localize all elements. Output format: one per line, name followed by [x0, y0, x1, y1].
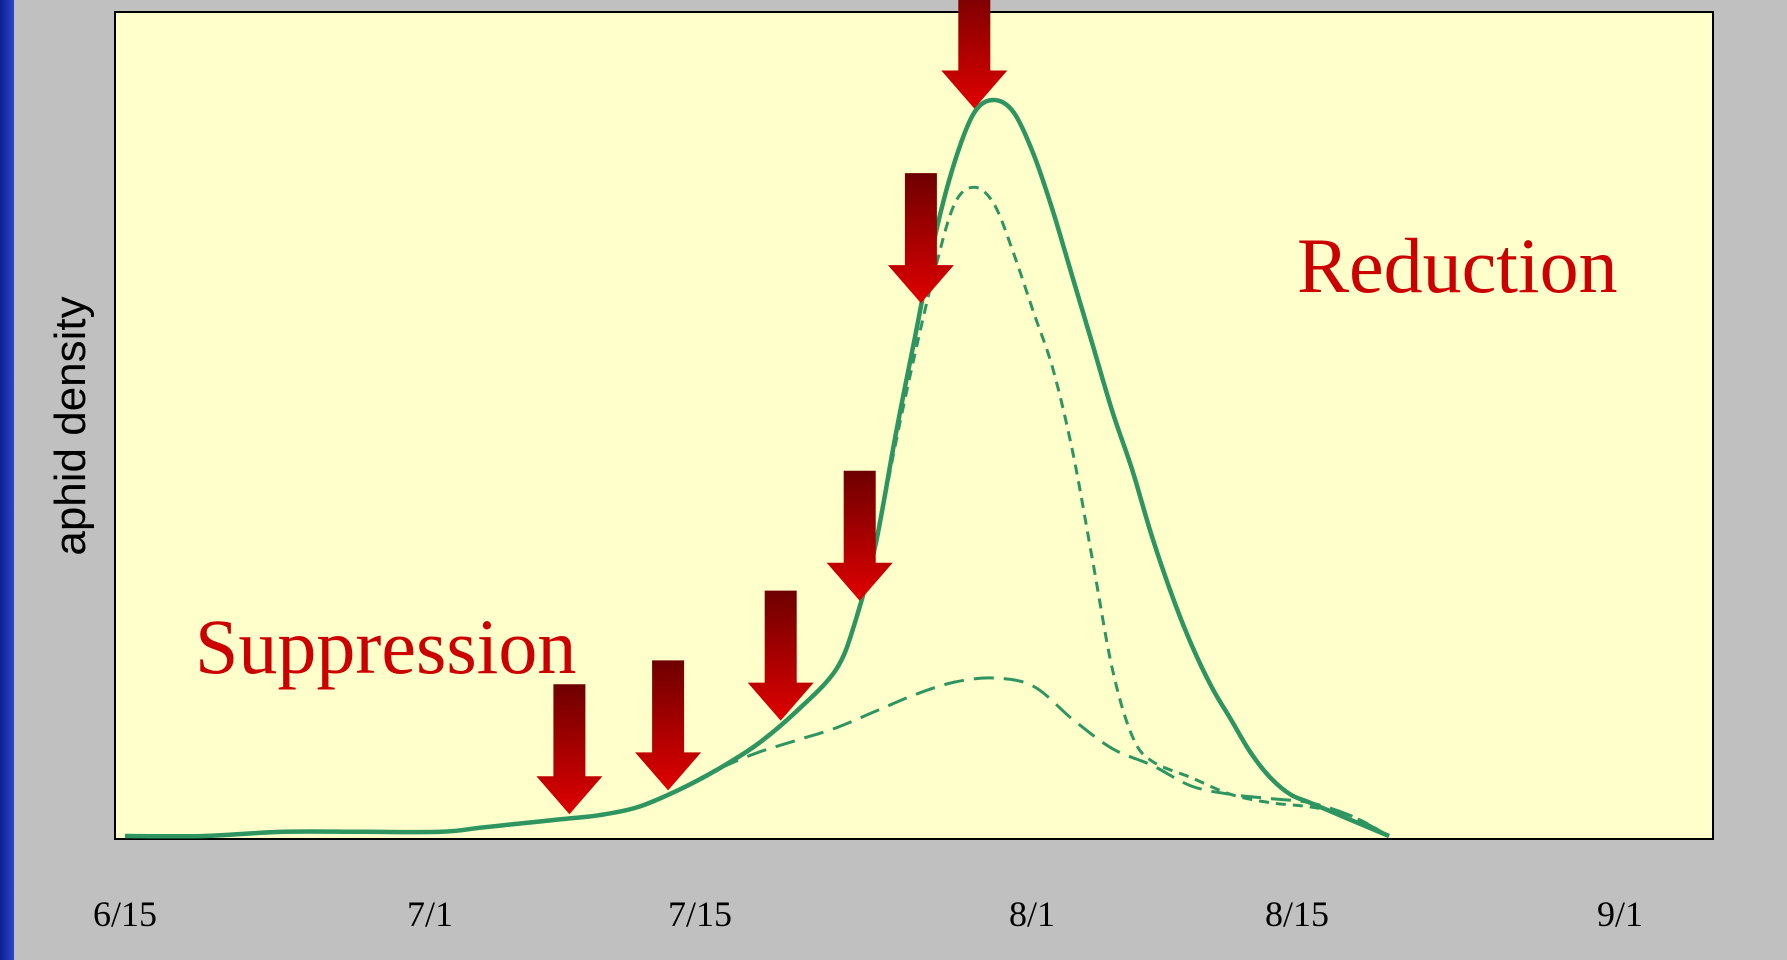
x-tick-label: 7/1: [407, 894, 453, 934]
plot-area: [114, 11, 1714, 840]
x-tick-label: 9/1: [1597, 894, 1643, 934]
treatment-arrow: [826, 470, 893, 601]
treatment-arrow: [941, 0, 1008, 109]
treatment-arrow: [747, 590, 814, 721]
x-tick-label: 6/15: [93, 894, 157, 934]
treatment-arrow: [635, 660, 702, 791]
x-tick-label: 8/1: [1009, 894, 1055, 934]
series-line-long-dash: [637, 676, 1390, 838]
series-layer: [124, 97, 1390, 839]
x-tick-labels: 6/15 7/1 7/15 8/1 8/15 9/1: [93, 894, 1643, 934]
side-band: [0, 0, 14, 960]
treatment-arrow: [887, 173, 954, 304]
treatment-arrow: [536, 684, 603, 815]
y-axis-label: aphid density: [46, 296, 95, 555]
series-line-solid: [124, 97, 1390, 839]
x-tick-label: 8/15: [1265, 894, 1329, 934]
annotation-reduction: Reduction: [1297, 222, 1618, 309]
arrow-layer: [536, 0, 1008, 815]
annotation-suppression: Suppression: [195, 603, 576, 690]
x-tick-label: 7/15: [668, 894, 732, 934]
